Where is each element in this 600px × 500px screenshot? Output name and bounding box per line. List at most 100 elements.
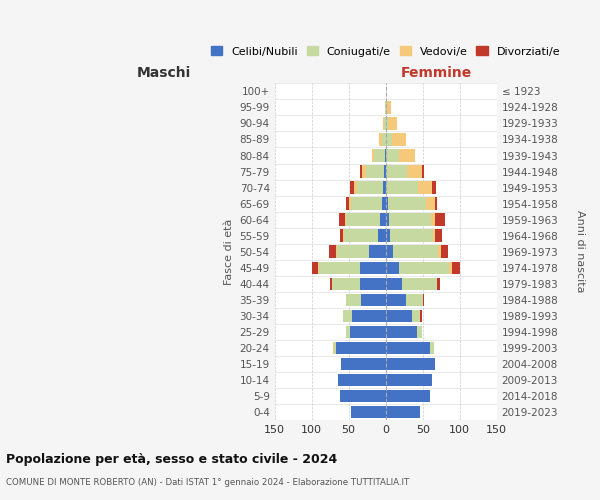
Bar: [319, 262, 360, 274]
Bar: [386, 406, 421, 418]
Text: Popolazione per età, sesso e stato civile - 2024: Popolazione per età, sesso e stato civil…: [6, 452, 337, 466]
Bar: [386, 374, 433, 386]
Bar: [351, 406, 386, 418]
Bar: [360, 166, 362, 178]
Bar: [334, 342, 336, 354]
Bar: [367, 166, 384, 178]
Text: COMUNE DI MONTE ROBERTO (AN) - Dati ISTAT 1° gennaio 2024 - Elaborazione TUTTITA: COMUNE DI MONTE ROBERTO (AN) - Dati ISTA…: [6, 478, 409, 487]
Bar: [383, 117, 384, 130]
Bar: [346, 294, 361, 306]
Bar: [346, 214, 380, 226]
Bar: [386, 342, 430, 354]
Bar: [421, 310, 422, 322]
Bar: [384, 166, 386, 178]
Bar: [388, 117, 397, 130]
Bar: [340, 230, 343, 242]
Bar: [392, 133, 406, 145]
Bar: [362, 166, 367, 178]
Bar: [425, 198, 434, 210]
Bar: [382, 198, 386, 210]
Bar: [343, 310, 352, 322]
Bar: [379, 133, 382, 145]
Bar: [438, 246, 441, 258]
Bar: [417, 326, 422, 338]
Bar: [343, 230, 344, 242]
Bar: [437, 278, 440, 290]
Bar: [386, 310, 412, 322]
Bar: [351, 198, 382, 210]
Bar: [336, 342, 386, 354]
Bar: [399, 262, 449, 274]
Bar: [384, 117, 386, 130]
Bar: [386, 390, 430, 402]
Bar: [434, 198, 437, 210]
Bar: [344, 230, 377, 242]
Y-axis label: Anni di nascita: Anni di nascita: [575, 210, 585, 293]
Bar: [422, 166, 424, 178]
Bar: [313, 262, 319, 274]
Text: Femmine: Femmine: [401, 66, 472, 80]
Bar: [399, 150, 415, 162]
Bar: [341, 358, 386, 370]
Bar: [329, 246, 336, 258]
Bar: [433, 182, 436, 194]
Bar: [388, 198, 425, 210]
Bar: [382, 133, 386, 145]
Bar: [433, 230, 435, 242]
Bar: [386, 214, 389, 226]
Bar: [386, 246, 393, 258]
Bar: [434, 214, 445, 226]
Bar: [383, 182, 386, 194]
Bar: [407, 166, 422, 178]
Bar: [377, 230, 386, 242]
Bar: [368, 246, 386, 258]
Bar: [352, 310, 386, 322]
Bar: [374, 150, 385, 162]
Bar: [402, 278, 437, 290]
Bar: [385, 101, 386, 114]
Bar: [386, 166, 407, 178]
Bar: [435, 230, 442, 242]
Bar: [361, 294, 386, 306]
Bar: [332, 278, 360, 290]
Bar: [386, 101, 387, 114]
Bar: [386, 358, 435, 370]
Bar: [350, 182, 354, 194]
Bar: [386, 230, 390, 242]
Bar: [337, 246, 368, 258]
Bar: [386, 150, 399, 162]
Bar: [338, 374, 386, 386]
Bar: [345, 214, 346, 226]
Bar: [390, 230, 433, 242]
Bar: [346, 326, 350, 338]
Bar: [386, 133, 392, 145]
Bar: [386, 278, 402, 290]
Bar: [333, 342, 334, 354]
Bar: [441, 246, 448, 258]
Bar: [360, 262, 386, 274]
Bar: [330, 278, 332, 290]
Y-axis label: Fasce di età: Fasce di età: [224, 218, 234, 285]
Bar: [360, 278, 386, 290]
Bar: [346, 198, 349, 210]
Bar: [371, 150, 374, 162]
Bar: [386, 182, 418, 194]
Bar: [386, 294, 406, 306]
Bar: [430, 342, 434, 354]
Bar: [393, 246, 438, 258]
Bar: [386, 198, 388, 210]
Bar: [431, 214, 434, 226]
Text: Maschi: Maschi: [136, 66, 191, 80]
Bar: [385, 150, 386, 162]
Bar: [452, 262, 460, 274]
Bar: [350, 326, 386, 338]
Bar: [386, 326, 417, 338]
Legend: Celibi/Nubili, Coniugati/e, Vedovi/e, Divorziati/e: Celibi/Nubili, Coniugati/e, Vedovi/e, Di…: [207, 42, 565, 61]
Bar: [406, 294, 424, 306]
Bar: [418, 182, 433, 194]
Bar: [386, 262, 399, 274]
Bar: [380, 214, 386, 226]
Bar: [339, 214, 345, 226]
Bar: [412, 310, 421, 322]
Bar: [354, 182, 357, 194]
